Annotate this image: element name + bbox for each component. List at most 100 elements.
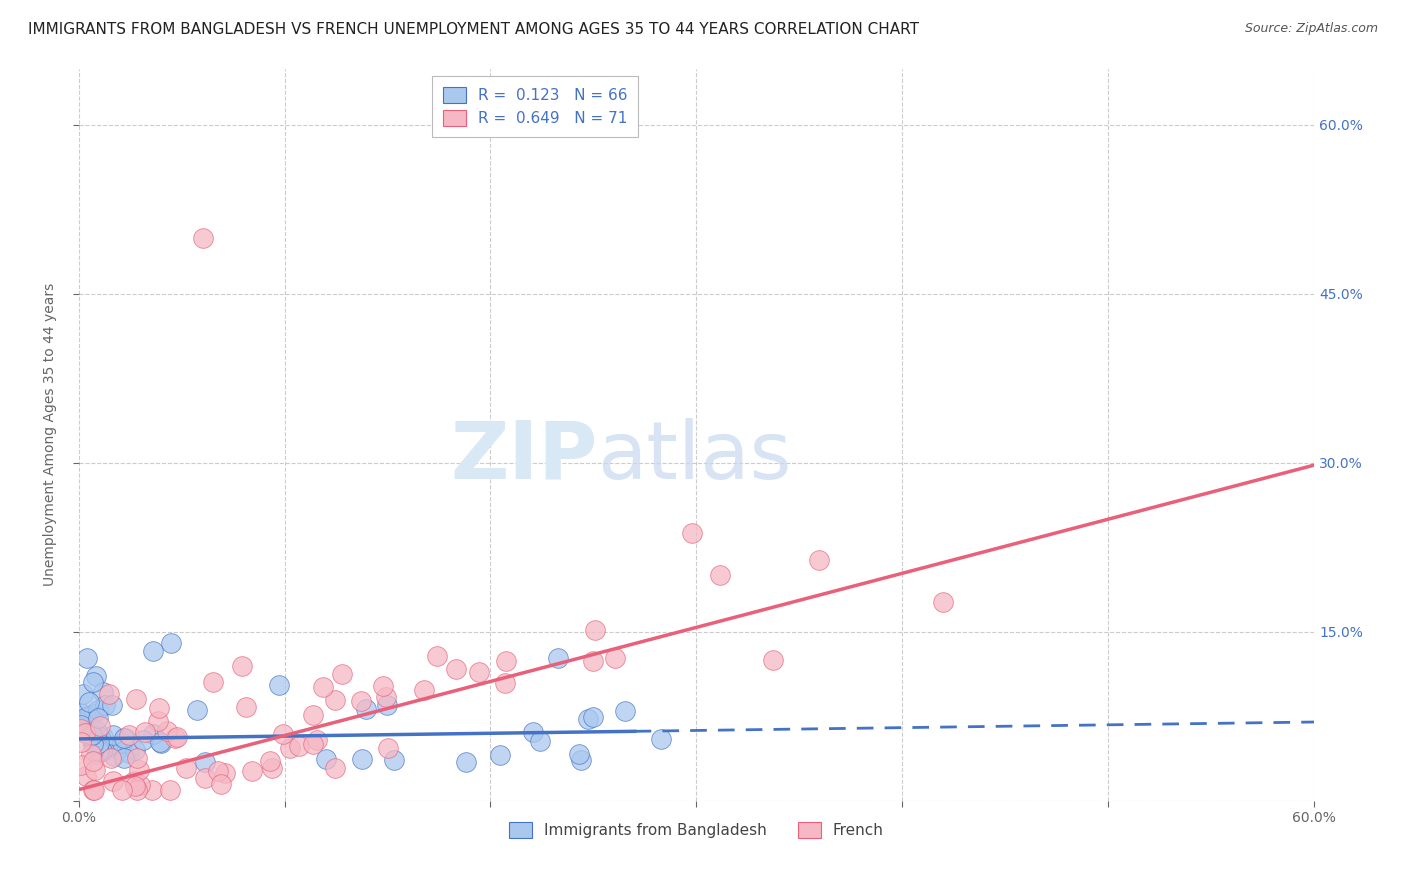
Point [278,740,301,755]
Point [91,685,114,699]
Point [150,736,173,750]
Point [82,754,104,768]
Point [79,729,101,743]
Point [87,735,110,749]
Point [352,752,374,766]
Point [191,230,214,244]
Point [90,744,112,758]
Point [82,782,104,797]
Text: atlas: atlas [598,417,792,496]
Point [142,643,165,657]
Point [494,676,516,690]
Point [931,595,953,609]
Point [86,723,108,738]
Point [76,650,98,665]
Point [118,746,141,760]
Point [134,724,156,739]
Point [444,662,467,676]
Point [124,742,146,756]
Point [377,740,399,755]
Point [582,654,605,668]
Point [114,731,136,745]
Point [240,764,263,778]
Point [70,714,93,729]
Point [141,782,163,797]
Point [174,761,197,775]
Point [70,706,93,720]
Point [83,782,105,797]
Point [124,774,146,789]
Point [118,728,141,742]
Point [89,730,111,744]
Point [259,754,281,768]
Point [69,735,91,749]
Y-axis label: Unemployment Among Ages 35 to 44 years: Unemployment Among Ages 35 to 44 years [44,283,58,586]
Point [495,654,517,668]
Point [87,703,110,717]
Point [82,728,104,742]
Point [75,769,97,783]
Point [77,695,100,709]
Point [375,690,398,705]
Point [160,635,183,649]
Point [69,723,91,738]
Point [231,658,253,673]
Point [77,708,100,723]
Point [82,737,104,751]
Point [100,751,122,765]
Point [86,747,108,761]
Point [101,773,124,788]
Point [125,751,148,765]
Point [80,747,103,762]
Point [315,752,337,766]
Point [166,730,188,744]
Point [69,757,91,772]
Point [112,731,135,745]
Point [613,705,636,719]
Point [77,723,100,738]
Point [426,648,449,663]
Point [709,568,731,582]
Point [69,722,91,736]
Point [302,708,325,723]
Point [568,747,591,762]
Point [373,679,395,693]
Point [128,778,150,792]
Point [488,748,510,763]
Point [681,525,703,540]
Point [98,687,121,701]
Legend: Immigrants from Bangladesh, French: Immigrants from Bangladesh, French [503,816,890,845]
Point [547,650,569,665]
Point [330,666,353,681]
Point [112,750,135,764]
Point [86,711,108,725]
Point [103,748,125,763]
Point [128,763,150,777]
Point [356,702,378,716]
Point [412,683,434,698]
Point [650,731,672,746]
Point [82,706,104,721]
Point [583,623,606,637]
Point [86,669,108,683]
Point [194,772,217,786]
Point [382,753,405,767]
Point [110,736,132,750]
Text: Source: ZipAtlas.com: Source: ZipAtlas.com [1244,22,1378,36]
Point [89,744,111,758]
Point [75,710,97,724]
Point [132,733,155,747]
Point [148,701,170,715]
Point [582,709,605,723]
Point [107,742,129,756]
Point [323,761,346,775]
Point [142,727,165,741]
Point [529,733,551,747]
Point [375,698,398,712]
Point [75,726,97,740]
Point [163,731,186,745]
Point [125,691,148,706]
Point [111,782,134,797]
Point [124,780,146,794]
Point [569,753,592,767]
